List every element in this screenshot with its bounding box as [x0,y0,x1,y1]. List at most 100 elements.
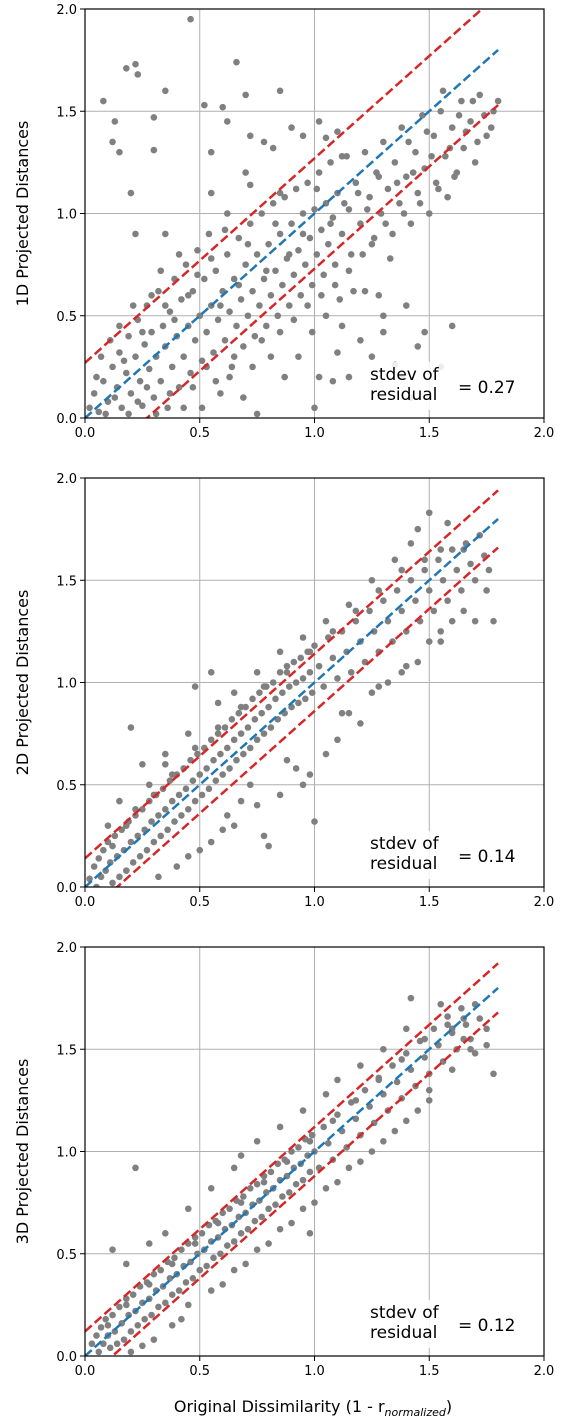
data-point [375,587,383,594]
data-point [308,281,316,289]
data-point [471,576,479,584]
data-point [256,689,263,697]
data-point [285,1189,293,1196]
data-point [329,1117,337,1125]
data-point [267,1168,275,1176]
data-point [444,1013,451,1020]
data-point [320,1123,327,1131]
data-point [205,230,213,238]
data-point [244,1225,252,1233]
data-point [129,302,137,309]
data-point [421,1054,428,1061]
data-point [168,1260,176,1268]
annotation-background [366,831,526,879]
data-point [382,220,389,228]
data-point [425,509,433,517]
data-point [148,1311,155,1319]
data-point [384,679,392,686]
data-point [297,292,305,299]
data-point [469,97,477,105]
data-point [414,343,422,350]
x-tick-label: 0.5 [189,426,210,441]
y-tick-label: 0.5 [56,1248,77,1263]
data-point [123,369,130,377]
data-point [139,1342,146,1350]
data-point [352,607,360,615]
data-point [265,240,272,248]
x-tick-label: 1.5 [419,1364,440,1379]
annotation-line2: residual [370,385,437,405]
reference-lines [85,489,499,887]
data-point [233,58,240,66]
data-point [311,642,318,649]
data-point [414,525,422,533]
data-point [233,322,240,330]
annotation-background [366,362,526,410]
data-point [223,118,231,125]
data-point [244,312,252,320]
data-point [226,765,233,772]
data-point [93,883,100,887]
data-point [448,546,456,553]
data-point [155,873,162,881]
data-point [375,683,383,690]
data-point [329,377,337,385]
data-point [88,1340,96,1348]
data-point [184,1301,192,1309]
data-point [100,97,107,105]
data-point [221,724,229,731]
data-point [196,1266,204,1274]
data-point [162,1230,169,1237]
data-point [90,863,98,870]
data-point [226,373,233,381]
data-point [276,791,284,799]
data-point [102,1315,109,1323]
data-point [437,638,445,645]
data-point [458,587,465,594]
data-point [187,369,194,377]
data-point [191,336,199,344]
data-point [212,267,220,275]
data-point [230,1164,238,1172]
data-point [136,377,144,385]
data-point [207,838,215,846]
annotation-line1: stdev of [370,834,440,854]
data-point [380,597,387,604]
data-point [460,144,467,152]
data-point [299,1176,307,1184]
upper-band-line [85,489,499,860]
data-point [184,730,192,737]
data-point [162,750,169,758]
data-point [139,328,146,336]
data-point [246,132,254,140]
data-point [324,1140,332,1147]
data-point [175,1287,183,1294]
y-tick-label: 2.0 [56,941,77,956]
data-point [162,87,169,95]
data-point [336,296,344,303]
data-point [120,357,128,365]
data-point [240,1193,247,1200]
data-point [425,1086,433,1094]
data-point [109,1311,116,1319]
data-point [203,1262,210,1270]
data-point [306,1137,314,1145]
data-point [207,255,215,262]
data-point [217,750,224,758]
data-point [246,181,254,189]
data-point [398,668,406,676]
data-point [416,199,424,207]
data-point [223,744,231,752]
data-point [104,1322,112,1329]
annotation-value: = 0.12 [458,1316,516,1336]
data-point [299,781,307,789]
data-point [205,785,213,793]
data-point [258,1213,266,1221]
data-point [368,240,376,248]
data-point [437,107,445,115]
data-point [198,357,206,365]
data-point [299,1205,307,1213]
data-point [116,148,123,156]
y-axis-label: 3D Projected Distances [13,1059,32,1245]
